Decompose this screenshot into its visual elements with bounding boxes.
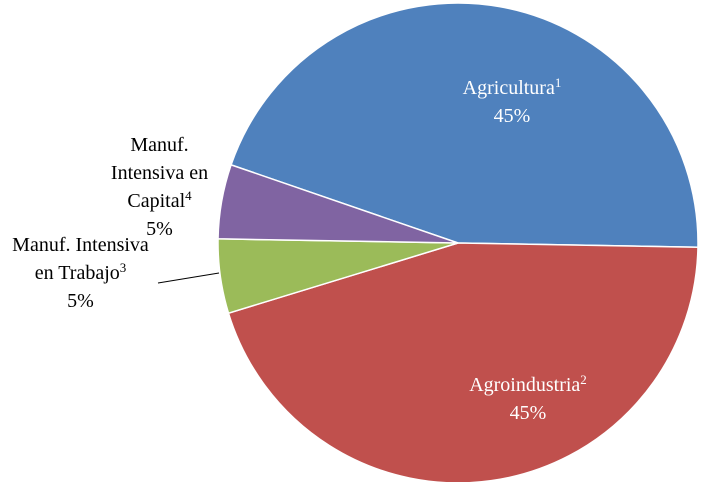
category-name: Manuf. Intensiva en Capital bbox=[110, 134, 209, 212]
footnote-mark: 1 bbox=[554, 75, 562, 90]
footnote-mark: 4 bbox=[185, 188, 192, 203]
value-label: 5% bbox=[146, 218, 173, 240]
footnote-mark: 2 bbox=[580, 372, 587, 387]
slice-label: Manuf. Intensiva en Trabajo3 5% bbox=[8, 231, 153, 315]
slice-name: Manuf. Intensiva en Capital4 bbox=[92, 131, 227, 215]
pie-slice bbox=[217, 163, 459, 244]
slice-label: Manuf. Intensiva en Capital4 5% bbox=[92, 131, 227, 243]
value-label: 45% bbox=[509, 402, 547, 424]
slice-label: Agroindustria2 45% bbox=[438, 371, 618, 427]
slice-label: Agricultura1 45% bbox=[432, 74, 592, 130]
category-name: Agricultura bbox=[462, 77, 555, 99]
footnote-mark: 3 bbox=[119, 260, 127, 275]
slice-name: Manuf. Intensiva en Trabajo3 bbox=[8, 231, 153, 287]
category-name: Agroindustria bbox=[469, 374, 581, 396]
pie-slice bbox=[230, 2, 699, 248]
slice-name: Agricultura1 bbox=[432, 74, 592, 102]
leader-line bbox=[157, 272, 220, 284]
value-label: 45% bbox=[493, 105, 531, 127]
pie-slice bbox=[227, 242, 699, 482]
value-label: 5% bbox=[67, 290, 94, 312]
category-name: Manuf. Intensiva en Trabajo bbox=[12, 234, 149, 284]
slice-name: Agroindustria2 bbox=[438, 371, 618, 399]
